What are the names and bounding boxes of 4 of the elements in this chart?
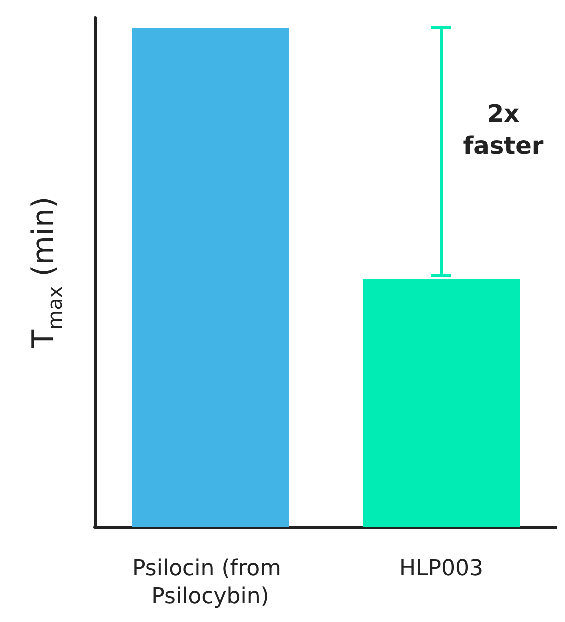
x-tick-label: Psilocin (from Psilocybin) bbox=[132, 556, 288, 610]
y-axis-title: Tmax (min) bbox=[26, 196, 67, 350]
x-tick-label: HLP003 bbox=[399, 556, 484, 582]
annotation: 2x faster bbox=[462, 98, 545, 162]
